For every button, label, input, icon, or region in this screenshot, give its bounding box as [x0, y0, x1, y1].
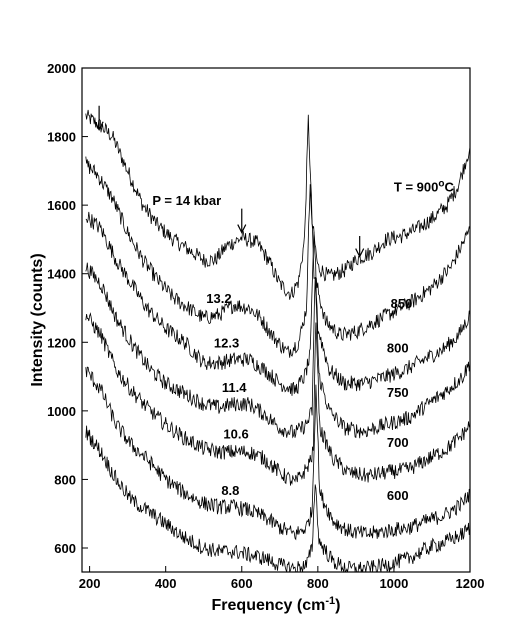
curve-label: 10.6 [223, 426, 248, 441]
y-tick-label: 1600 [47, 198, 76, 213]
x-tick-label: 1000 [379, 576, 408, 591]
spectrum-line-5 [85, 366, 471, 541]
spectrum-line-6 [85, 425, 471, 573]
curve-label: 800 [387, 341, 409, 356]
y-tick-label: 1000 [47, 404, 76, 419]
spectrum-line-3 [85, 262, 471, 439]
x-tick-label: 200 [79, 576, 101, 591]
curve-label: 700 [387, 435, 409, 450]
x-axis-ticks: 200 400 600 800 1000 1200 [79, 566, 485, 591]
curve-label: 8.8 [221, 483, 239, 498]
y-axis-ticks: 600 800 1000 1200 1400 1600 1800 2000 [47, 61, 88, 556]
spectrum-line-1 [85, 156, 471, 358]
pressure-label: P = 14 kbar [152, 193, 221, 208]
y-tick-label: 1400 [47, 267, 76, 282]
peak-arrows [94, 105, 365, 258]
curve-label: 600 [387, 488, 409, 503]
y-tick-label: 2000 [47, 61, 76, 76]
plot-frame [81, 67, 471, 573]
x-tick-label: 800 [307, 576, 329, 591]
x-tick-label: 600 [231, 576, 253, 591]
x-tick-label: 1200 [456, 576, 485, 591]
spectrum-line-0 [85, 109, 471, 300]
x-tick-label: 400 [155, 576, 177, 591]
curve-label: 750 [387, 385, 409, 400]
plot-area [85, 109, 471, 573]
y-tick-label: 1800 [47, 130, 76, 145]
y-axis-title: Intensity (counts) [29, 253, 46, 386]
curve-label: 12.3 [214, 335, 239, 350]
spectrum-line-4 [85, 312, 471, 486]
curve-label: 13.2 [206, 291, 231, 306]
curve-label: 11.4 [222, 380, 247, 395]
x-axis-title: Frequency (cm-1) [212, 595, 341, 614]
curve-label: 850 [391, 296, 413, 311]
y-tick-label: 600 [54, 541, 76, 556]
curve-labels: 13.2 12.3 11.4 10.6 8.8 850 800 750 700 600 [206, 291, 412, 503]
y-tick-label: 1200 [47, 335, 76, 350]
y-tick-label: 800 [54, 472, 76, 487]
peak-arrow [94, 105, 104, 132]
peak-arrow [355, 236, 365, 258]
temperature-label: T = 900oC [394, 178, 455, 194]
spectrum-line-2 [85, 211, 471, 396]
peak-arrow [237, 208, 247, 234]
